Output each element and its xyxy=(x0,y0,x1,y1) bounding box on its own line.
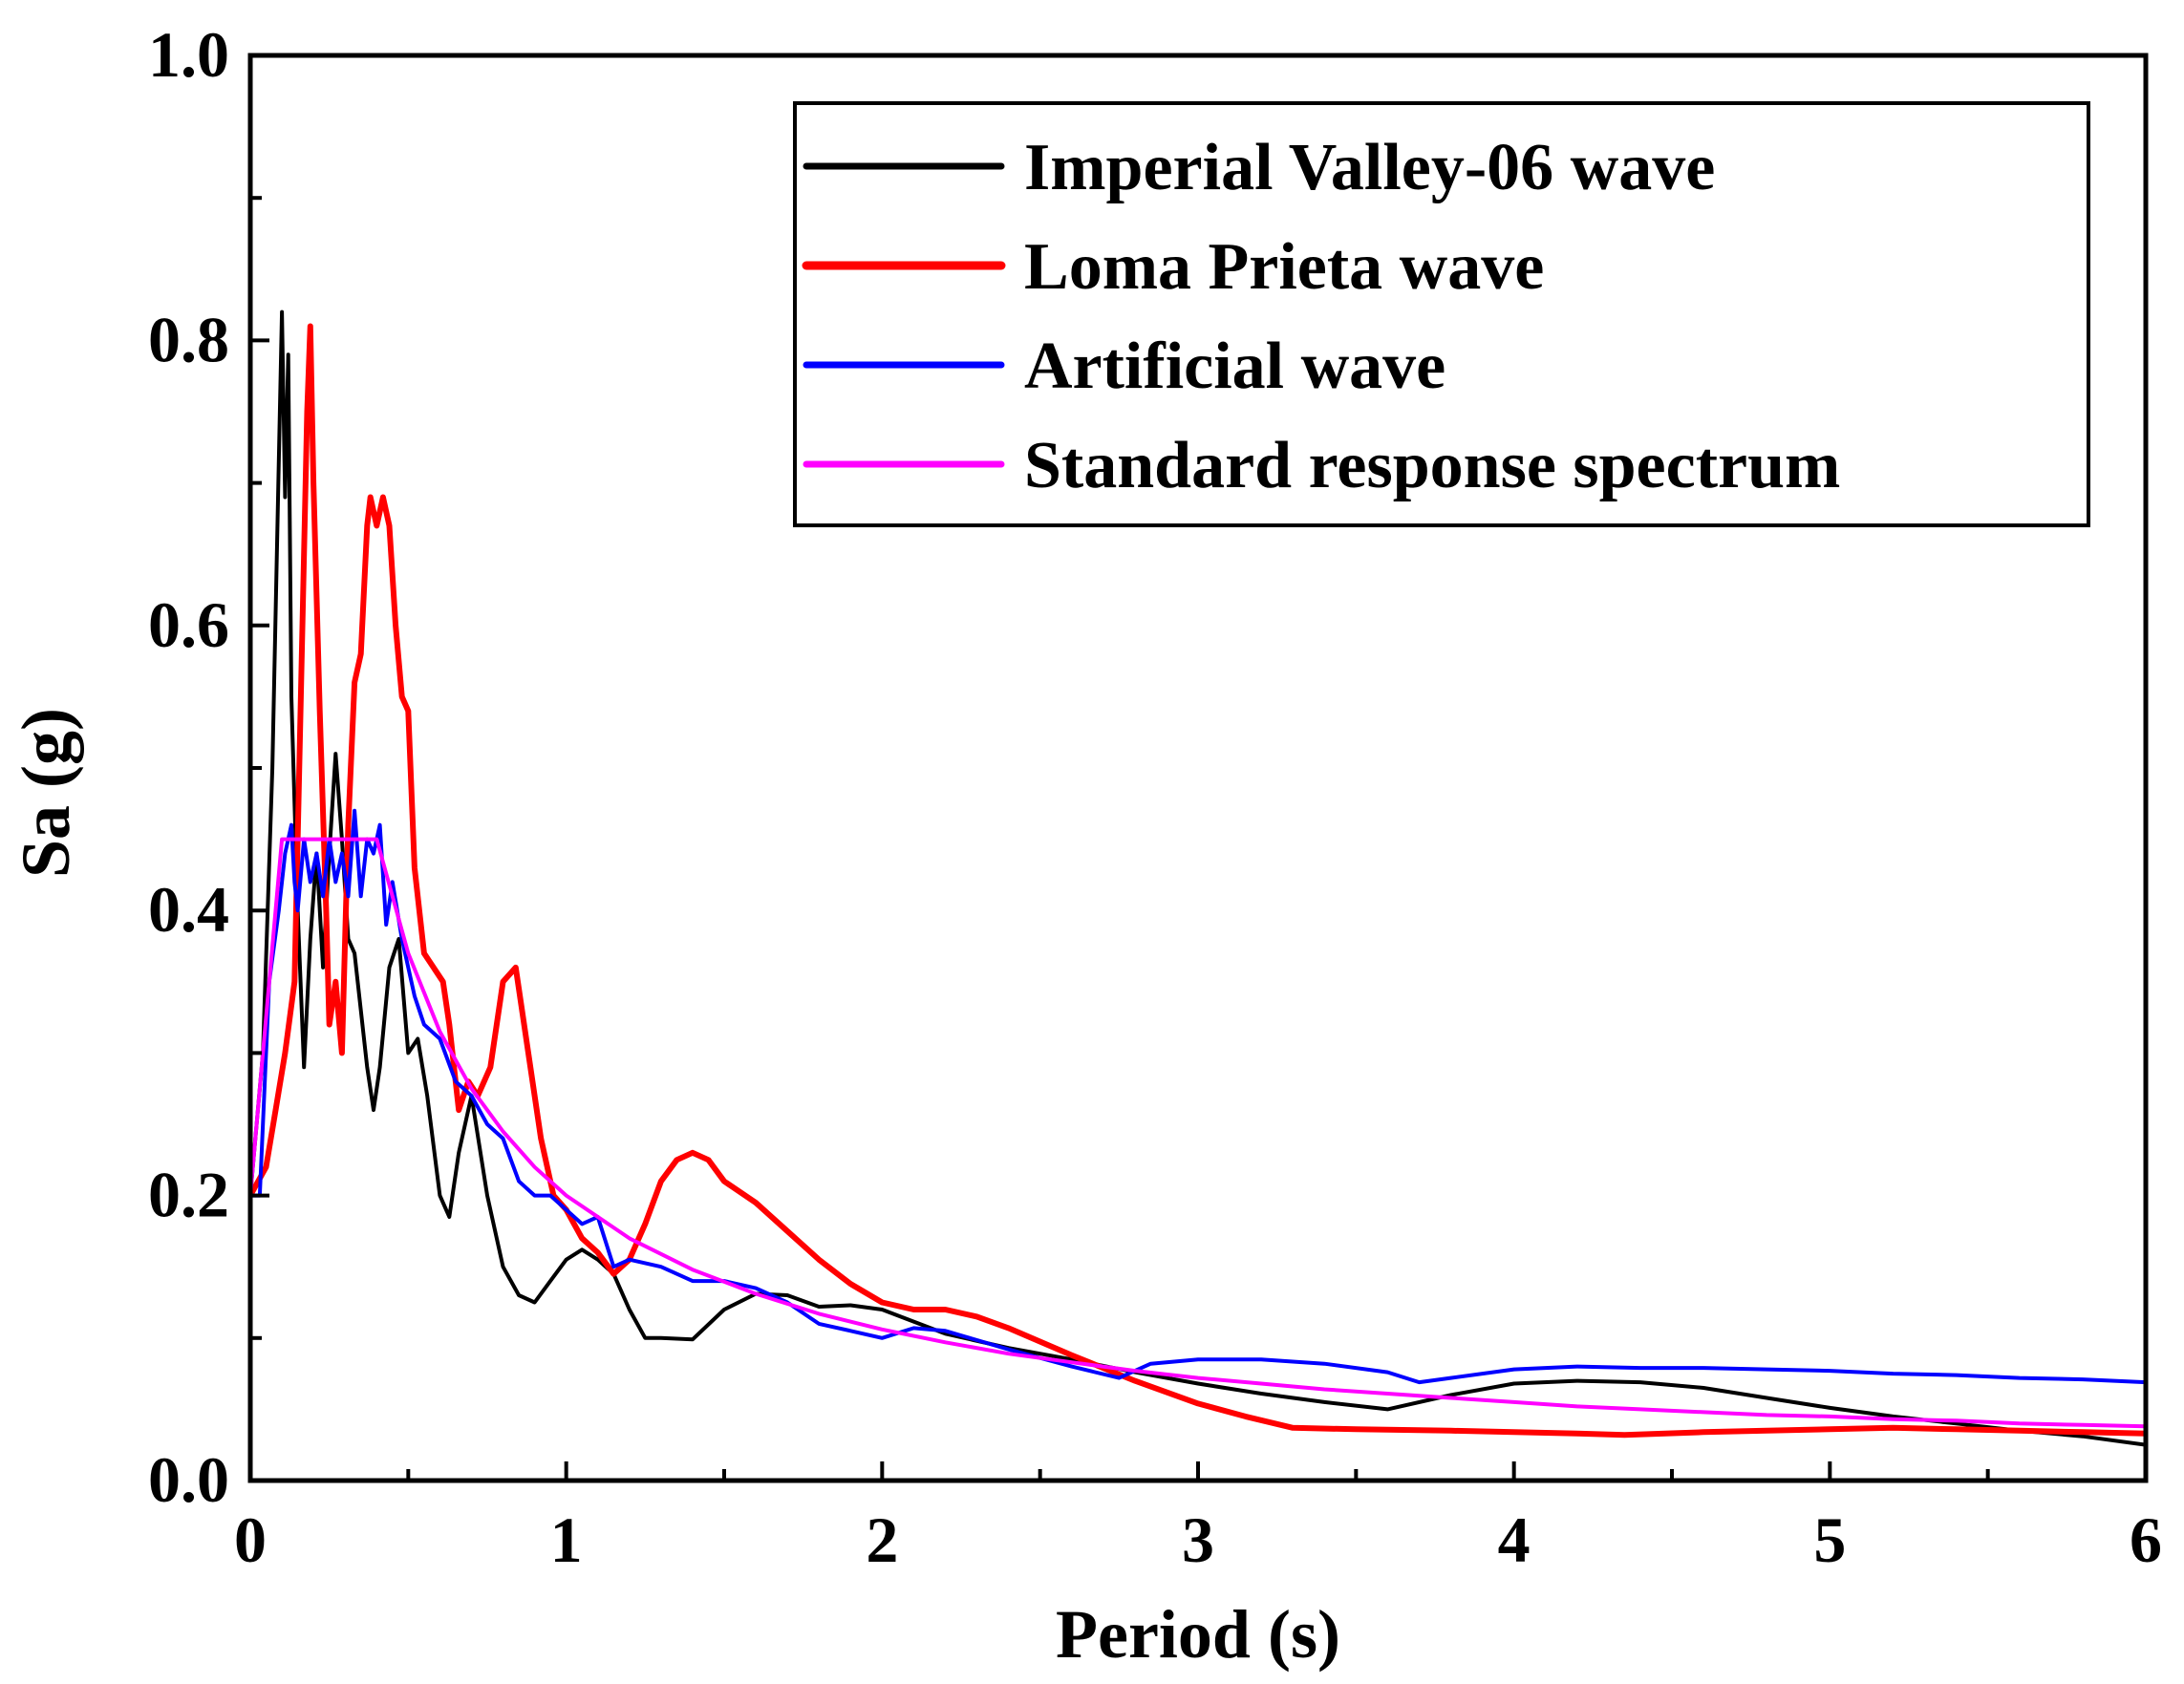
y-tick-label: 0.6 xyxy=(148,588,229,661)
x-tick-label: 4 xyxy=(1498,1503,1531,1576)
x-axis-title: Period (s) xyxy=(1056,1596,1340,1673)
y-tick-label: 0.8 xyxy=(148,303,229,375)
series-layer xyxy=(250,309,2146,1447)
legend: Imperial Valley-06 wave Loma Prieta wave A… xyxy=(793,101,2090,527)
x-tick-label: 0 xyxy=(234,1503,267,1576)
y-tick-label: 0.2 xyxy=(148,1159,229,1231)
series-line-3 xyxy=(250,808,2146,1385)
x-tick-label: 5 xyxy=(1813,1503,1846,1576)
y-tick-label: 1.0 xyxy=(148,18,229,91)
y-axis-title: Sa (g) xyxy=(8,708,84,878)
y-tick-label: 0.0 xyxy=(148,1443,229,1516)
x-tick-label: 3 xyxy=(1182,1503,1214,1576)
axes-layer: 0 1 2 3 4 5 6 0.0 0.2 0.4 0.6 0.8 1.0 xyxy=(148,18,2162,1576)
series-line-2 xyxy=(250,323,2146,1439)
legend-box xyxy=(793,101,2090,527)
y-tick-label: 0.4 xyxy=(148,873,229,946)
legend-label-3: Artificial wave xyxy=(1024,330,1445,403)
legend-label-4: Standard response spectrum xyxy=(1024,429,1840,502)
x-tick-label: 6 xyxy=(2130,1503,2162,1576)
x-tick-label: 2 xyxy=(866,1503,898,1576)
series-line-4 xyxy=(250,837,2146,1429)
legend-label-1: Imperial Valley-06 wave xyxy=(1024,131,1715,204)
legend-label-2: Loma Prieta wave xyxy=(1024,230,1544,304)
x-tick-label: 1 xyxy=(550,1503,583,1576)
